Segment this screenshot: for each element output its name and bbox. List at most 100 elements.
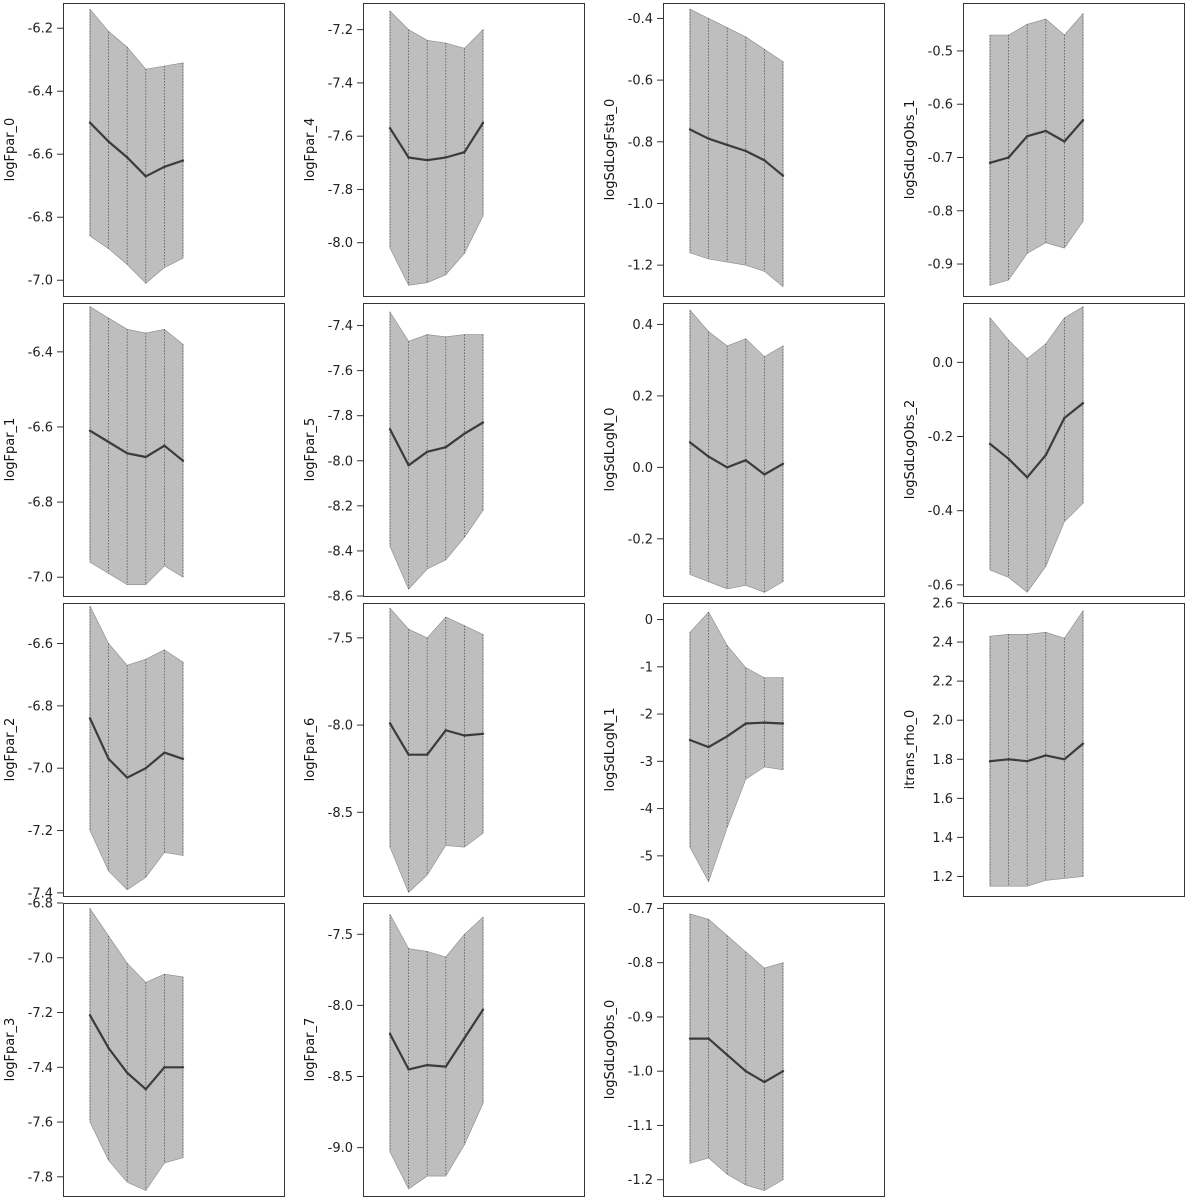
y-tick-label: -0.6 (628, 74, 653, 89)
mean-point (744, 1070, 747, 1073)
y-tick-label: -7.8 (328, 409, 353, 424)
y-tick-label: -7.5 (328, 928, 353, 943)
panel-11: -0.7 -0.8 -0.9 -1.0 -1.1 -1.2 logSdLogObs_0 (603, 902, 885, 1197)
mean-point (463, 1036, 466, 1040)
mean-point (407, 1068, 410, 1071)
mean-line (689, 441, 784, 476)
y-tick-label: -8.2 (328, 499, 353, 514)
y-tick-label: 0.4 (632, 318, 653, 333)
y-tick-label: 1.6 (932, 792, 953, 807)
mean-point (481, 121, 485, 125)
y-tick-label: -6.6 (28, 637, 53, 652)
panel-frame (63, 303, 285, 597)
mean-line (989, 742, 1084, 763)
panel-frame (963, 303, 1185, 597)
mean-point (388, 722, 392, 725)
interval-band (89, 8, 184, 284)
mean-point (426, 450, 429, 453)
y-tick-label: -7.5 (328, 631, 353, 646)
mean-point (726, 1053, 729, 1057)
y-tick-label: -6.4 (28, 345, 53, 360)
mean-point (988, 161, 992, 165)
y-tick-label: -8.5 (328, 806, 353, 821)
mean-point (707, 137, 710, 140)
mean-point (144, 1088, 147, 1091)
mean-point (707, 745, 710, 749)
interval-band (989, 609, 1084, 887)
panel-4: -7.2 -7.4 -7.6 -7.8 -8.0 logFpar_4 (303, 3, 585, 297)
mean-point (763, 721, 766, 724)
panel-frame (963, 603, 1185, 897)
y-tick-label: 1.2 (932, 870, 953, 885)
y-axis-label: logFpar_6 (303, 718, 318, 782)
y-tick-label: -6.4 (28, 85, 53, 100)
mean-point (744, 459, 747, 462)
y-tick-label: -1.2 (628, 259, 653, 274)
y-tick-label: -1.0 (628, 1065, 653, 1080)
y-axis-label: itrans_rho_0 (903, 710, 918, 790)
y-tick-label: 0.2 (632, 389, 653, 404)
y-tick-label: -0.7 (928, 151, 953, 166)
mean-point (1081, 401, 1085, 405)
mean-line (88, 717, 184, 779)
y-axis-label: logFpar_4 (303, 118, 318, 182)
y-tick-label: -1 (640, 660, 653, 675)
y-tick-label: -9.0 (328, 1141, 353, 1156)
mean-point (163, 751, 166, 754)
y-tick-label: -7.0 (28, 571, 53, 586)
mean-point (407, 156, 410, 159)
mean-point (463, 150, 466, 154)
y-tick-label: -8.0 (328, 999, 353, 1014)
y-tick-label: -7.6 (28, 1116, 53, 1131)
interval-band (989, 12, 1084, 286)
panel-7: -7.5 -8.0 -8.5 -9.0 logFpar_7 (303, 903, 585, 1197)
interval-band (89, 907, 184, 1191)
y-tick-label: -0.5 (928, 44, 953, 59)
mean-point (107, 757, 110, 761)
mean-point (426, 753, 429, 756)
mean-point (144, 455, 147, 459)
y-tick-label: -6.8 (28, 897, 53, 912)
y-tick-label: -7.4 (28, 886, 53, 901)
interval-band (689, 611, 784, 883)
mean-point (688, 738, 692, 742)
panel-frame (963, 3, 1185, 297)
y-tick-label: 0.0 (932, 356, 953, 371)
panel-5: -7.4 -7.6 -7.8 -8.0 -8.2 -8.4 -8.6 logFpar_5 (303, 303, 585, 605)
mean-point (463, 432, 466, 435)
mean-point (407, 753, 410, 756)
mean-point (388, 1032, 392, 1036)
mean-point (481, 732, 485, 736)
panel-frame (63, 3, 285, 297)
y-axis-label: logSdLogObs_1 (903, 100, 918, 200)
mean-point (444, 1065, 447, 1068)
y-tick-label: -7.4 (328, 319, 353, 334)
interval-band (389, 914, 484, 1190)
panel-frame (63, 903, 285, 1197)
mean-point (126, 1071, 129, 1074)
panel-12: -0.5 -0.6 -0.7 -0.8 -0.9 logSdLogObs_1 (903, 3, 1185, 297)
mean-point (107, 440, 110, 444)
y-tick-label: -7.8 (28, 1170, 53, 1185)
y-axis-label: logFpar_7 (303, 1018, 318, 1082)
y-axis-label: logFpar_1 (3, 418, 18, 482)
mean-point (88, 1014, 92, 1017)
mean-point (481, 1008, 485, 1011)
mean-point (1063, 416, 1066, 420)
mean-point (163, 165, 166, 169)
panel-frame (363, 603, 585, 897)
mean-point (781, 462, 785, 465)
y-tick-label: -0.2 (928, 430, 953, 445)
y-tick-label: -7.4 (328, 76, 353, 91)
mean-point (744, 722, 747, 725)
mean-line (989, 402, 1084, 479)
panel-0: -6.2 -6.4 -6.6 -6.8 -7.0 logFpar_0 (3, 3, 285, 297)
y-tick-label: -8.0 (328, 719, 353, 734)
y-axis-label: logSdLogObs_2 (903, 400, 918, 500)
y-tick-label: -8.5 (328, 1070, 353, 1085)
y-tick-label: -7.6 (328, 130, 353, 145)
mean-point (1026, 476, 1029, 479)
y-tick-label: 2.2 (932, 675, 953, 690)
mean-point (781, 174, 785, 177)
panel-frame (63, 603, 285, 897)
